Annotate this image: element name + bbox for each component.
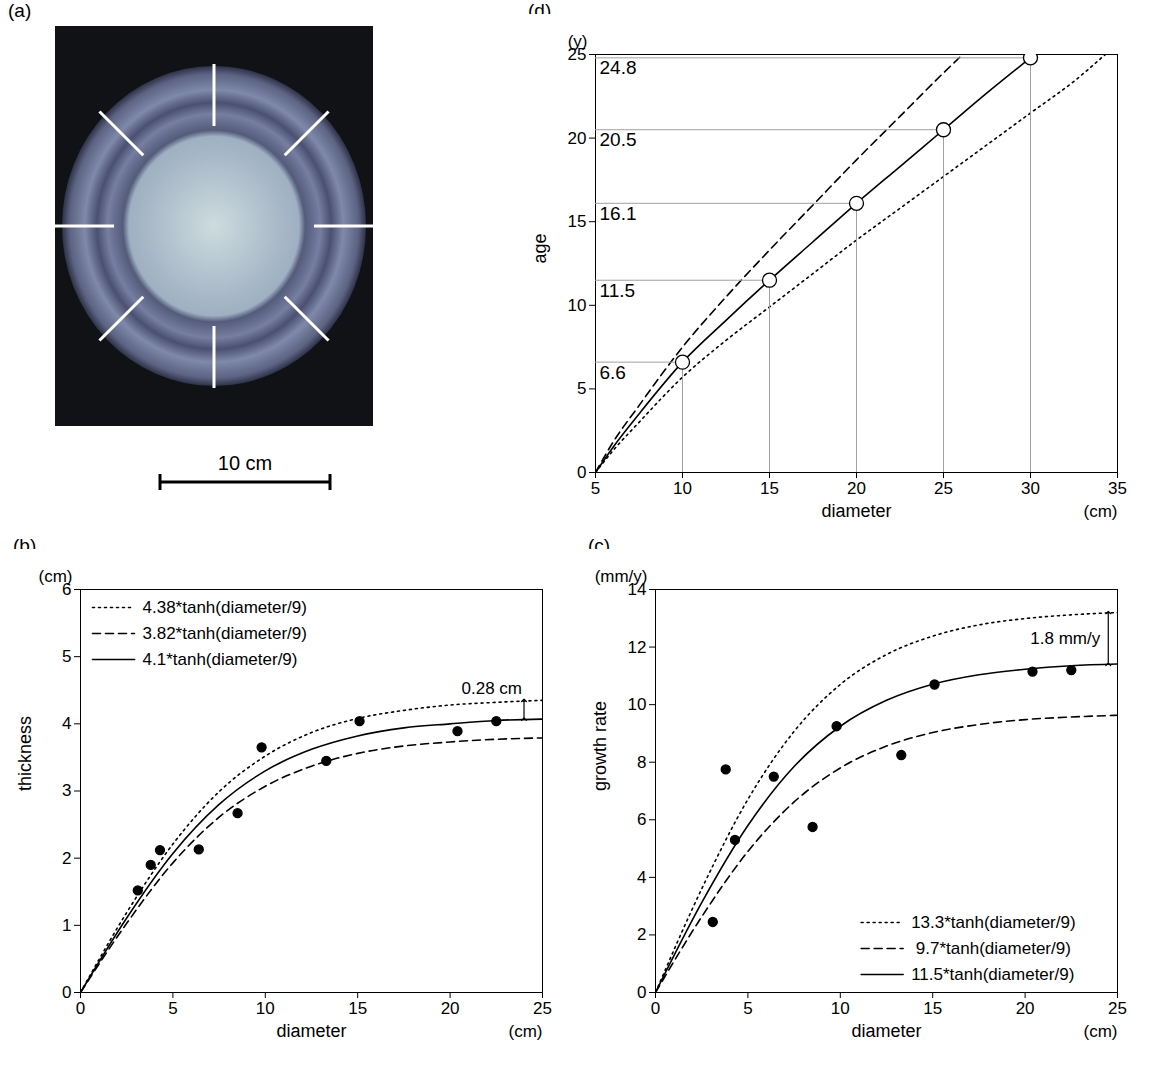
svg-text:6: 6 [62,579,72,599]
html-text:(b): (b) [13,535,37,556]
svg-text:1.8 mm/y: 1.8 mm/y [1030,629,1100,648]
svg-text:(mm/y): (mm/y) [595,567,648,586]
svg-text:35: 35 [1108,479,1127,498]
svg-text:25: 25 [567,44,587,64]
svg-text:thickness: thickness [15,716,35,791]
svg-text:5: 5 [743,999,752,1018]
svg-text:20: 20 [568,129,587,148]
svg-text:16.1: 16.1 [600,203,637,224]
svg-text:30: 30 [1021,479,1040,498]
svg-text:6.6: 6.6 [600,362,626,383]
svg-text:15: 15 [760,479,779,498]
svg-text:0: 0 [62,983,71,1002]
svg-text:3.82*tanh(diameter/9): 3.82*tanh(diameter/9) [143,624,307,643]
svg-text:(cm): (cm) [1084,1022,1118,1041]
svg-text:20: 20 [441,999,460,1018]
svg-text:diameter: diameter [851,1021,921,1041]
svg-text:4.38*tanh(diameter/9): 4.38*tanh(diameter/9) [143,598,307,617]
svg-text:10: 10 [831,999,850,1018]
svg-text:20: 20 [847,479,866,498]
svg-text:diameter: diameter [276,1021,346,1041]
svg-text:25: 25 [533,999,552,1018]
svg-text:15: 15 [923,999,942,1018]
svg-text:1: 1 [62,916,71,935]
svg-text:20.5: 20.5 [600,129,637,150]
svg-text:15: 15 [568,212,587,231]
svg-text:14: 14 [627,579,647,599]
svg-text:age: age [530,233,550,263]
svg-text:6: 6 [637,810,646,829]
svg-text:0: 0 [76,999,85,1018]
svg-text:15: 15 [348,999,367,1018]
svg-text:5: 5 [168,999,177,1018]
svg-text:0: 0 [651,999,660,1018]
svg-text:5: 5 [591,479,600,498]
svg-text:20: 20 [1016,999,1035,1018]
svg-text:10: 10 [256,999,275,1018]
svg-text:(y): (y) [568,32,588,51]
svg-text:0: 0 [577,463,586,482]
svg-text:5: 5 [577,379,586,398]
svg-text:(cm): (cm) [1084,502,1118,521]
html-text:(d): (d) [528,0,552,21]
svg-text:(cm): (cm) [509,1022,543,1041]
svg-text:5: 5 [62,647,71,666]
svg-text:9.7*tanh(diameter/9): 9.7*tanh(diameter/9) [911,939,1071,958]
svg-text:2: 2 [62,849,71,868]
svg-text:10: 10 [673,479,692,498]
svg-text:12: 12 [628,638,647,657]
svg-text:24.8: 24.8 [600,57,637,78]
html-text:(a): (a) [8,0,32,21]
svg-text:8: 8 [637,753,646,772]
svg-text:4: 4 [62,714,71,733]
svg-text:4: 4 [637,868,646,887]
svg-text:10: 10 [628,695,647,714]
svg-text:diameter: diameter [821,501,891,521]
svg-text:11.5: 11.5 [600,280,636,301]
svg-text:25: 25 [934,479,953,498]
svg-text:13.3*tanh(diameter/9): 13.3*tanh(diameter/9) [911,913,1075,932]
svg-text:3: 3 [62,781,71,800]
svg-text:growth rate: growth rate [590,701,610,791]
svg-text:0: 0 [637,983,646,1002]
svg-text:0.28 cm: 0.28 cm [462,679,522,698]
svg-text:2: 2 [637,925,646,944]
html-text:(c): (c) [588,535,611,556]
svg-text:10: 10 [568,296,587,315]
svg-text:10 cm: 10 cm [218,452,272,474]
svg-text:4.1*tanh(diameter/9): 4.1*tanh(diameter/9) [143,650,298,669]
svg-text:25: 25 [1108,999,1127,1018]
svg-text:11.5*tanh(diameter/9): 11.5*tanh(diameter/9) [911,965,1074,984]
svg-text:(cm): (cm) [39,567,73,586]
